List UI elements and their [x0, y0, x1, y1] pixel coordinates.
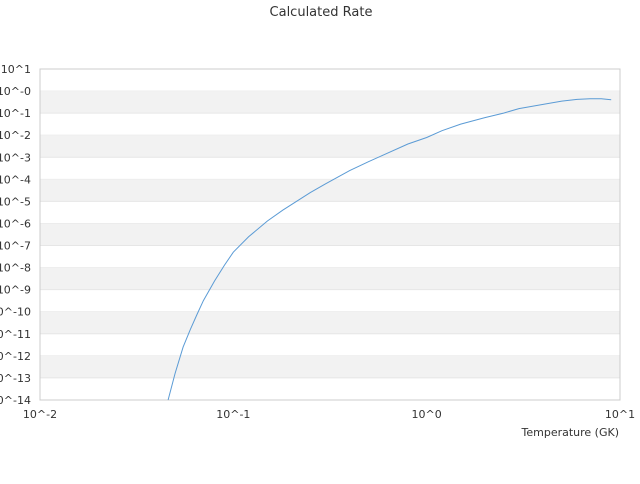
series-line	[167, 98, 612, 401]
y-tick-label: 10^-11	[0, 328, 31, 341]
y-tick-label: 10^-3	[0, 151, 31, 164]
x-tick-label: 10^-2	[23, 408, 57, 421]
grid-band	[40, 311, 620, 334]
grid-band	[40, 135, 620, 158]
y-tick-label: 10^-5	[0, 195, 31, 208]
y-tick-label: 10^-6	[0, 217, 31, 230]
x-tick-label: 10^0	[412, 408, 442, 421]
x-axis-label: Temperature (GK)	[521, 426, 620, 439]
plot-border	[39, 68, 621, 401]
y-tick-label: 10^-0	[0, 85, 31, 98]
grid-band	[40, 223, 620, 246]
y-tick-label: 10^-4	[0, 173, 31, 186]
grid-band	[40, 355, 620, 378]
y-tick-labels: 10^1 10^-0 10^-1 10^-2 10^-3 10^-4 10^-5 10^-6 1…	[0, 63, 31, 407]
plot-frame	[39, 68, 621, 401]
y-tick-label: 10^-13	[0, 372, 31, 385]
x-tick-label: 10^1	[605, 408, 635, 421]
y-tick-label: 10^-2	[0, 129, 31, 142]
y-tick-label: 10^1	[1, 63, 31, 76]
y-tick-label: 10^-12	[0, 350, 31, 363]
y-tick-label: 10^-9	[0, 284, 31, 297]
y-tick-label: 10^-8	[0, 262, 31, 275]
x-tick-labels: 10^-2 10^-1 10^0 10^1	[23, 408, 635, 421]
y-tick-label: 10^-1	[0, 107, 31, 120]
x-tick-label: 10^-1	[216, 408, 250, 421]
y-tick-label: 10^-10	[0, 306, 31, 319]
chart-title: Calculated Rate	[270, 5, 373, 20]
grid-band	[40, 179, 620, 202]
grid-band	[40, 267, 620, 290]
grid-bands	[40, 90, 620, 401]
grid-band	[40, 91, 620, 114]
y-tick-label: 10^-7	[0, 240, 31, 253]
series-group	[167, 98, 612, 401]
y-tick-label: 10^-14	[0, 394, 31, 407]
